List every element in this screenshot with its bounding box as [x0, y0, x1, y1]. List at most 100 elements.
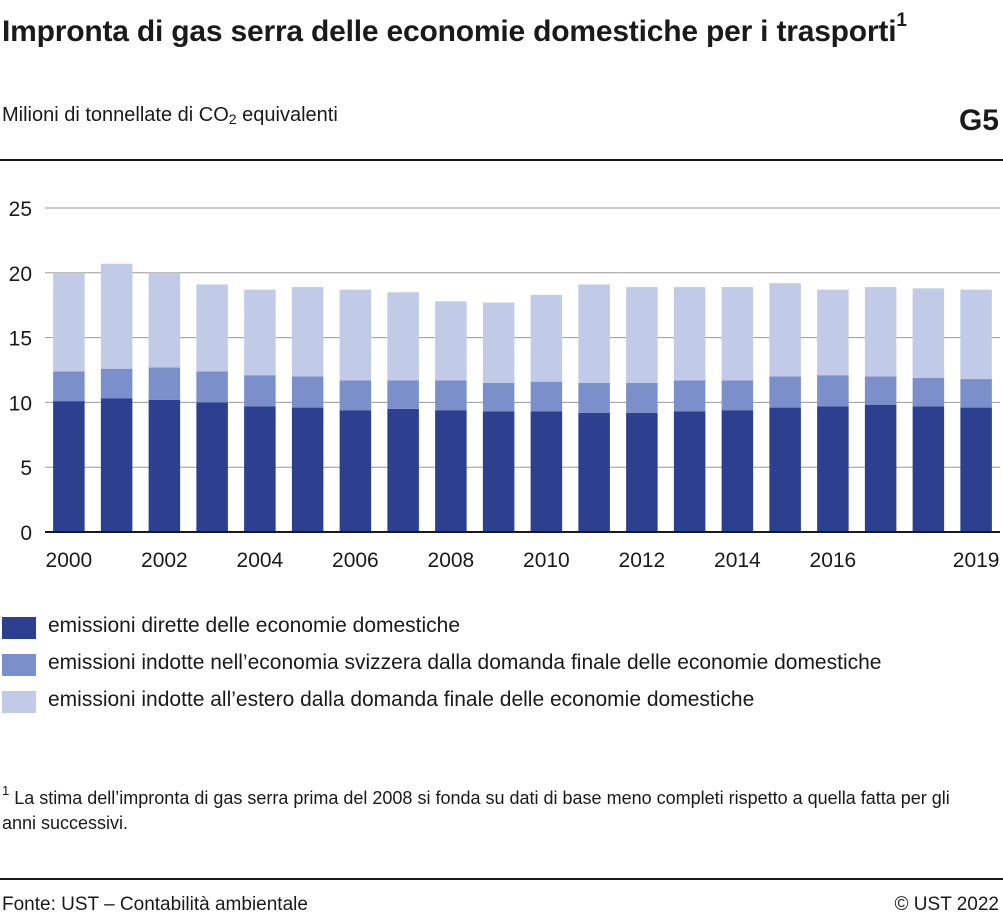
bar-segment-foreign-indirect — [387, 292, 419, 381]
bar-segment-direct — [339, 410, 372, 532]
bar-segment-domestic-indirect — [769, 376, 801, 408]
bar-segment-foreign-indirect — [530, 294, 563, 382]
y-tick-label: 20 — [9, 263, 32, 286]
bar-segment-domestic-indirect — [578, 382, 610, 413]
legend-label-domestic-indirect: emissioni indotte nell’economia svizzera… — [48, 651, 882, 674]
bar-segment-direct — [387, 408, 419, 532]
bar-segment-foreign-indirect — [912, 288, 945, 378]
bar-segment-direct — [100, 398, 133, 532]
bar-segment-direct — [912, 406, 945, 532]
bar-segment-domestic-indirect — [100, 368, 133, 399]
x-tick-label: 2012 — [619, 549, 666, 572]
bar-segment-domestic-indirect — [291, 376, 324, 408]
legend-label-foreign-indirect: emissioni indotte all’estero dalla doman… — [48, 688, 755, 711]
legend-item-foreign-indirect: emissioni indotte all’estero dalla doman… — [2, 686, 992, 713]
bar-segment-foreign-indirect — [864, 287, 897, 377]
bar-segment-foreign-indirect — [435, 301, 467, 381]
legend-swatch-foreign-indirect — [2, 691, 36, 713]
bar-segment-direct — [530, 411, 563, 532]
legend-label-direct: emissioni dirette delle economie domesti… — [48, 614, 461, 637]
x-tick-label: 2019 — [953, 549, 1000, 572]
bar-segment-foreign-indirect — [482, 302, 515, 383]
bar-segment-domestic-indirect — [912, 377, 945, 407]
bar-segment-direct — [435, 410, 467, 532]
x-tick-label: 2010 — [523, 549, 570, 572]
bar-segment-direct — [769, 407, 801, 532]
footnote-mark: 1 — [2, 783, 10, 798]
x-tick-label: 2006 — [332, 549, 379, 572]
bar-segment-direct — [578, 412, 610, 532]
x-tick-label: 2014 — [714, 549, 761, 572]
legend-swatch-domestic-indirect — [2, 654, 36, 676]
bar-segment-domestic-indirect — [435, 380, 467, 411]
y-tick-label: 5 — [20, 457, 32, 480]
bar-segment-direct — [53, 401, 85, 532]
bar-segment-direct — [482, 411, 515, 532]
bar-segment-domestic-indirect — [339, 380, 372, 411]
bar-segment-direct — [960, 407, 992, 532]
legend: emissioni dirette delle economie domesti… — [2, 612, 992, 723]
x-tick-label: 2004 — [237, 549, 284, 572]
bar-segment-domestic-indirect — [673, 380, 706, 412]
title-footnote-mark: 1 — [896, 10, 907, 31]
bar-segment-domestic-indirect — [530, 381, 563, 412]
bar-segment-direct — [148, 399, 181, 532]
header-divider — [0, 159, 1003, 161]
bar-segment-foreign-indirect — [721, 287, 754, 381]
bar-segment-direct — [626, 412, 658, 532]
bar-segment-domestic-indirect — [387, 380, 419, 409]
bar-segment-direct — [673, 411, 706, 532]
bar-segment-domestic-indirect — [817, 375, 849, 407]
bar-segment-domestic-indirect — [53, 371, 85, 402]
bar-segment-direct — [244, 406, 276, 532]
bar-segment-foreign-indirect — [769, 283, 801, 377]
bar-segment-foreign-indirect — [196, 284, 228, 372]
bar-segment-direct — [196, 402, 228, 532]
x-tick-label: 2016 — [810, 549, 857, 572]
copyright: © UST 2022 — [894, 894, 999, 915]
legend-item-domestic-indirect: emissioni indotte nell’economia svizzera… — [2, 649, 992, 676]
x-tick-label: 2008 — [428, 549, 475, 572]
bar-segment-foreign-indirect — [339, 289, 372, 381]
footer-divider — [0, 878, 1003, 880]
chart-title: Impronta di gas serra delle economie dom… — [2, 2, 962, 55]
stacked-bar-chart: 0 5 10 15 20 25 2000 2002 2004 2006 2008 2010 2012 20… — [9, 198, 1000, 572]
bar-segment-domestic-indirect — [864, 376, 897, 405]
bar-segment-domestic-indirect — [482, 382, 515, 412]
legend-item-direct: emissioni dirette delle economie domesti… — [2, 612, 992, 639]
chart-code: G5 — [958, 104, 999, 137]
bar-segment-domestic-indirect — [626, 382, 658, 413]
bar-segment-foreign-indirect — [148, 272, 181, 368]
bar-segment-direct — [864, 404, 897, 532]
subtitle-unit-post: equivalenti — [236, 104, 338, 126]
bar-segment-domestic-indirect — [196, 371, 228, 403]
x-tick-label: 2000 — [46, 549, 93, 572]
bar-segment-domestic-indirect — [960, 379, 992, 408]
bar-segment-foreign-indirect — [673, 287, 706, 381]
source-note: Fonte: UST – Contabilità ambientale — [2, 894, 308, 915]
y-tick-label: 15 — [9, 328, 32, 351]
bar-segment-foreign-indirect — [960, 289, 992, 380]
bar-segment-domestic-indirect — [148, 367, 181, 400]
bar-segment-domestic-indirect — [244, 375, 276, 407]
footnote-text: La stima dell’impronta di gas serra prim… — [2, 788, 950, 833]
bar-segment-foreign-indirect — [244, 289, 276, 376]
bar-segment-direct — [721, 410, 754, 532]
legend-swatch-direct — [2, 617, 36, 639]
subtitle-unit-pre: Milioni di tonnellate di CO — [2, 104, 229, 126]
chart-subtitle: Milioni di tonnellate di CO2 equivalenti — [2, 104, 338, 127]
y-tick-label: 10 — [9, 392, 32, 415]
y-tick-label: 25 — [9, 198, 32, 221]
chart-title-text: Impronta di gas serra delle economie dom… — [2, 15, 897, 48]
bar-segment-direct — [817, 406, 849, 532]
bar-segment-foreign-indirect — [626, 287, 658, 383]
bar-segment-direct — [291, 407, 324, 532]
bar-segment-foreign-indirect — [53, 272, 85, 372]
x-tick-label: 2002 — [141, 549, 188, 572]
bar-segment-foreign-indirect — [817, 289, 849, 376]
bar-segment-domestic-indirect — [721, 380, 754, 411]
y-tick-label: 0 — [20, 522, 32, 545]
footnote: 1 La stima dell’impronta di gas serra pr… — [2, 780, 962, 836]
bar-segment-foreign-indirect — [100, 263, 133, 369]
bar-segment-foreign-indirect — [291, 287, 324, 377]
